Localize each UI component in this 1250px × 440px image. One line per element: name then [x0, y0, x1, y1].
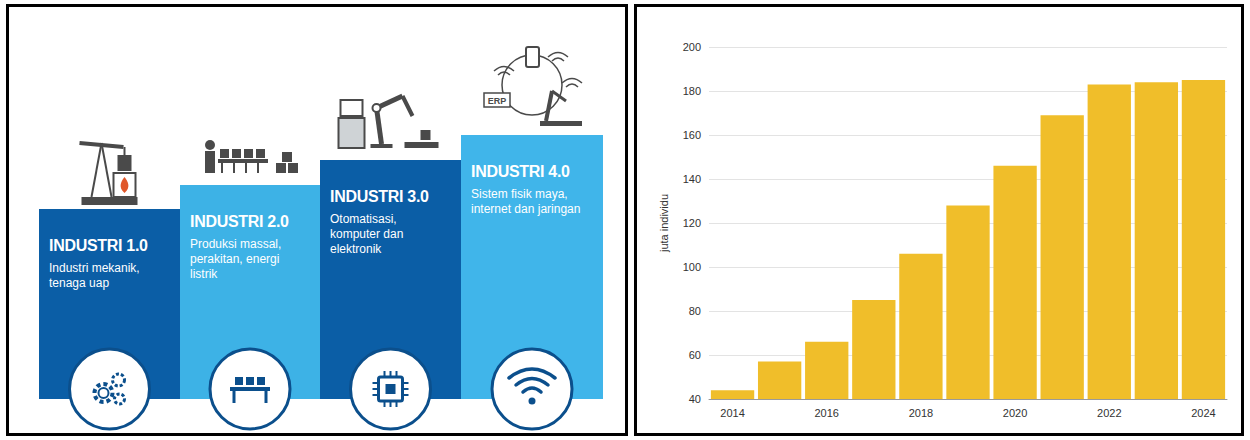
svg-text:180: 180 [683, 85, 701, 97]
html-text:Otomatisasi, komputer dan elek: Otomatisasi, komputer dan elektronik [330, 212, 404, 256]
svg-text:2022: 2022 [1097, 407, 1121, 419]
svg-text:2024: 2024 [1191, 407, 1215, 419]
html-text:Sistem fisik maya, internet da: Sistem fisik maya, internet dan jaringan [471, 187, 581, 216]
svg-text:ERP: ERP [488, 96, 507, 106]
svg-text:200: 200 [683, 41, 701, 53]
svg-text:40: 40 [689, 393, 701, 405]
svg-text:juta individu: juta individu [658, 194, 670, 253]
svg-text:100: 100 [683, 261, 701, 273]
html-text:INDUSTRI 4.0: INDUSTRI 4.0 [471, 163, 570, 180]
html-text:INDUSTRI 1.0: INDUSTRI 1.0 [49, 237, 148, 254]
svg-text:160: 160 [683, 129, 701, 141]
svg-text:2014: 2014 [720, 407, 744, 419]
html-text:Produksi massal, perakitan, en: Produksi massal, perakitan, energi listr… [190, 237, 282, 281]
svg-text:120: 120 [683, 217, 701, 229]
svg-text:140: 140 [683, 173, 701, 185]
html-text:INDUSTRI 3.0: INDUSTRI 3.0 [330, 188, 429, 205]
html-text:INDUSTRI 2.0: INDUSTRI 2.0 [190, 213, 289, 230]
svg-text:60: 60 [689, 349, 701, 361]
svg-text:2020: 2020 [1003, 407, 1027, 419]
svg-text:2016: 2016 [814, 407, 838, 419]
html-text:Industri mekanik, tenaga uap: Industri mekanik, tenaga uap [49, 261, 140, 290]
svg-text:2018: 2018 [909, 407, 933, 419]
svg-text:80: 80 [689, 305, 701, 317]
